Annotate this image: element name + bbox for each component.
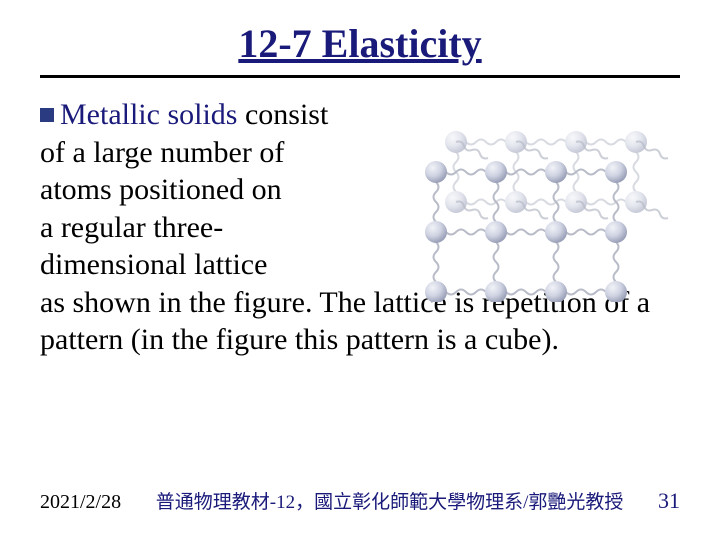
content-area: Metallic solids consistof a large number… xyxy=(40,96,680,477)
footer-center: 普通物理教材-12，國立彰化師範大學物理系/郭艷光教授 xyxy=(156,487,624,514)
footer: 2021/2/28 普通物理教材-12，國立彰化師範大學物理系/郭艷光教授 31 xyxy=(40,487,680,520)
slide-title: 12-7 Elasticity xyxy=(40,20,680,67)
footer-page-number: 31 xyxy=(658,488,680,514)
lead-highlight: Metallic solids xyxy=(60,98,237,131)
footer-date: 2021/2/28 xyxy=(40,491,121,514)
title-rule xyxy=(40,75,680,78)
slide: 12-7 Elasticity xyxy=(0,0,720,540)
lattice-figure xyxy=(396,102,686,302)
bullet-square-icon xyxy=(40,108,54,122)
